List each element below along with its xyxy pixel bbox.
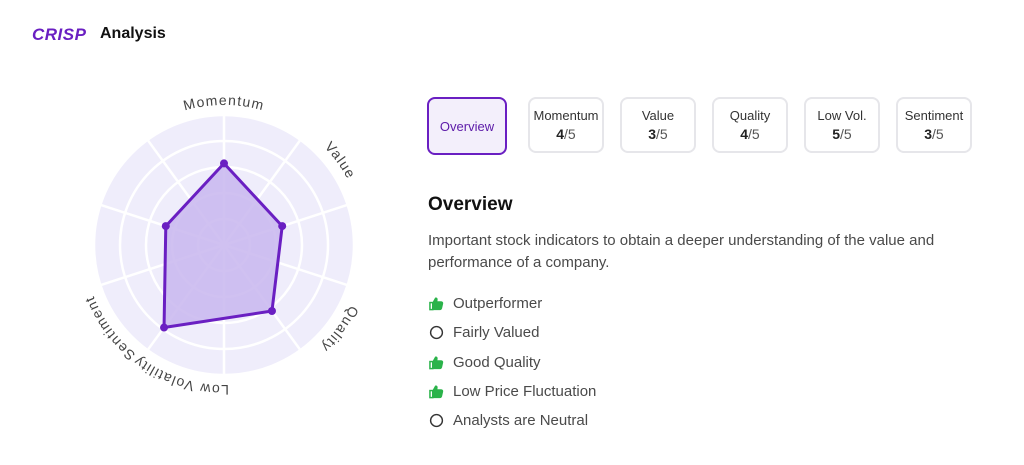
radar-point xyxy=(278,222,287,231)
indicator-item: Analysts are Neutral xyxy=(428,406,596,435)
circle-icon xyxy=(428,413,444,429)
tab-label: Value xyxy=(641,108,675,123)
indicator-text: Outperformer xyxy=(453,295,543,313)
indicator-text: Analysts are Neutral xyxy=(453,412,589,430)
indicator-text: Good Quality xyxy=(453,353,541,371)
tab-overview[interactable]: Overview xyxy=(427,97,507,155)
tab-score: 4/5 xyxy=(556,126,576,142)
indicator-text: Fairly Valued xyxy=(453,324,540,342)
tab-label: Low Vol. xyxy=(817,108,867,123)
tab-label: Sentiment xyxy=(904,108,964,123)
radar-point xyxy=(160,323,169,332)
indicator-list: Outperformer Fairly Valued Good Quality … xyxy=(428,289,596,435)
app-header: CRISP Analysis xyxy=(32,25,166,43)
tab-label: Momentum xyxy=(533,108,599,123)
radar-score-area xyxy=(162,161,284,330)
tab-sentiment[interactable]: Sentiment 3/5 xyxy=(896,97,972,153)
tab-quality[interactable]: Quality 4/5 xyxy=(712,97,788,153)
logo-text: CRISP xyxy=(32,25,87,43)
tab-score: 4/5 xyxy=(740,126,760,142)
thumbs-up-icon xyxy=(428,384,444,400)
score-tabs: Overview Momentum 4/5 Value 3/5 Quality … xyxy=(427,97,977,155)
radar-point xyxy=(220,159,228,168)
crisp-logo: CRISP xyxy=(32,25,87,43)
tab-score: 3/5 xyxy=(648,126,668,142)
indicator-item: Outperformer xyxy=(428,289,596,318)
tab-momentum[interactable]: Momentum 4/5 xyxy=(528,97,604,153)
tab-score: 5/5 xyxy=(832,126,852,142)
tab-label: Overview xyxy=(439,118,495,134)
tab-value[interactable]: Value 3/5 xyxy=(620,97,696,153)
tab-score: 3/5 xyxy=(924,126,944,142)
section-description: Important stock indicators to obtain a d… xyxy=(428,232,935,271)
section-title: Overview xyxy=(428,194,513,215)
radar-axis-label: Momentum xyxy=(182,92,267,113)
radar-point xyxy=(267,307,276,316)
tab-label: Quality xyxy=(729,108,771,123)
circle-icon xyxy=(428,325,444,341)
tab-low-volatility[interactable]: Low Vol. 5/5 xyxy=(804,97,880,153)
radar-point xyxy=(161,222,170,231)
page-title: Analysis xyxy=(100,25,166,42)
indicator-item: Fairly Valued xyxy=(428,318,596,347)
indicator-item: Good Quality xyxy=(428,348,596,377)
indicator-item: Low Price Fluctuation xyxy=(428,377,596,406)
thumbs-up-icon xyxy=(428,354,444,370)
indicator-text: Low Price Fluctuation xyxy=(453,383,597,401)
thumbs-up-icon xyxy=(428,296,444,312)
